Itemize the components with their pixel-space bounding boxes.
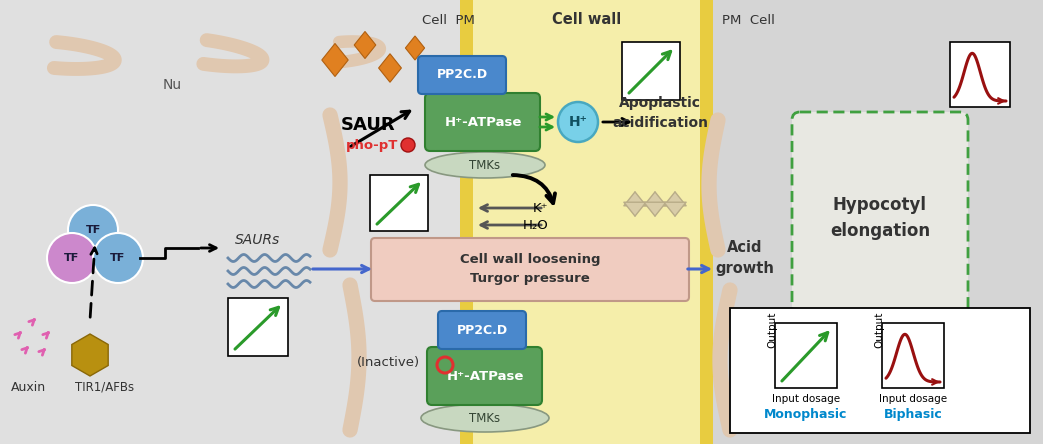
Text: (Inactive): (Inactive): [357, 356, 419, 369]
Text: TIR1/AFBs: TIR1/AFBs: [75, 381, 135, 393]
Polygon shape: [72, 334, 108, 376]
Bar: [622, 42, 680, 100]
Text: TF: TF: [111, 253, 125, 263]
Text: H⁺-ATPase: H⁺-ATPase: [444, 115, 522, 128]
Text: Biphasic: Biphasic: [883, 408, 943, 421]
Text: H⁺: H⁺: [568, 115, 587, 129]
FancyBboxPatch shape: [418, 56, 506, 94]
Text: Auxin: Auxin: [10, 381, 46, 393]
Text: H₂O: H₂O: [523, 218, 548, 231]
Bar: [730, 308, 1030, 433]
Bar: [950, 42, 1010, 107]
Polygon shape: [406, 36, 425, 60]
Text: Output: Output: [767, 312, 777, 348]
Text: PM  Cell: PM Cell: [722, 13, 775, 27]
Text: TF: TF: [86, 225, 100, 235]
Circle shape: [401, 138, 415, 152]
Text: H⁺-ATPase: H⁺-ATPase: [446, 369, 524, 382]
Text: TMKs: TMKs: [469, 412, 501, 424]
FancyArrowPatch shape: [624, 192, 646, 216]
Polygon shape: [379, 54, 402, 82]
FancyArrowPatch shape: [644, 192, 666, 216]
FancyBboxPatch shape: [427, 347, 542, 405]
Text: Cell  PM: Cell PM: [421, 13, 475, 27]
Text: pho-pT: pho-pT: [345, 139, 398, 151]
Text: TF: TF: [65, 253, 79, 263]
Text: Nu: Nu: [163, 78, 181, 92]
Bar: [0, 0, 460, 444]
Text: Monophasic: Monophasic: [765, 408, 848, 421]
Bar: [700, 0, 713, 444]
Ellipse shape: [425, 152, 545, 178]
Polygon shape: [355, 32, 375, 59]
FancyBboxPatch shape: [371, 238, 689, 301]
Text: Acid
growth: Acid growth: [715, 240, 775, 276]
Text: Cell wall loosening
Turgor pressure: Cell wall loosening Turgor pressure: [460, 253, 601, 285]
Circle shape: [558, 102, 598, 142]
Bar: [775, 323, 836, 388]
Text: Cell wall: Cell wall: [553, 12, 622, 28]
Bar: [882, 323, 944, 388]
Ellipse shape: [421, 404, 549, 432]
Text: Output: Output: [874, 312, 884, 348]
Text: SAURs: SAURs: [236, 233, 281, 247]
Text: K⁺: K⁺: [533, 202, 548, 214]
Bar: [370, 175, 428, 231]
Text: SAUR: SAUR: [341, 116, 395, 134]
Bar: [472, 0, 700, 444]
FancyArrowPatch shape: [664, 192, 686, 216]
Text: Input dosage: Input dosage: [772, 394, 840, 404]
FancyBboxPatch shape: [425, 93, 540, 151]
Text: TMKs: TMKs: [469, 159, 501, 171]
Bar: [713, 0, 1043, 444]
Bar: [460, 0, 472, 444]
Circle shape: [93, 233, 143, 283]
FancyBboxPatch shape: [792, 112, 968, 323]
Text: PP2C.D: PP2C.D: [457, 324, 508, 337]
Text: Apoplastic
acidification: Apoplastic acidification: [612, 96, 708, 130]
Circle shape: [47, 233, 97, 283]
Circle shape: [68, 205, 118, 255]
Text: Hypocotyl
elongation: Hypocotyl elongation: [830, 196, 930, 240]
Text: PP2C.D: PP2C.D: [436, 68, 487, 82]
Bar: [228, 298, 288, 356]
FancyBboxPatch shape: [438, 311, 526, 349]
Polygon shape: [322, 44, 348, 76]
Text: Input dosage: Input dosage: [879, 394, 947, 404]
